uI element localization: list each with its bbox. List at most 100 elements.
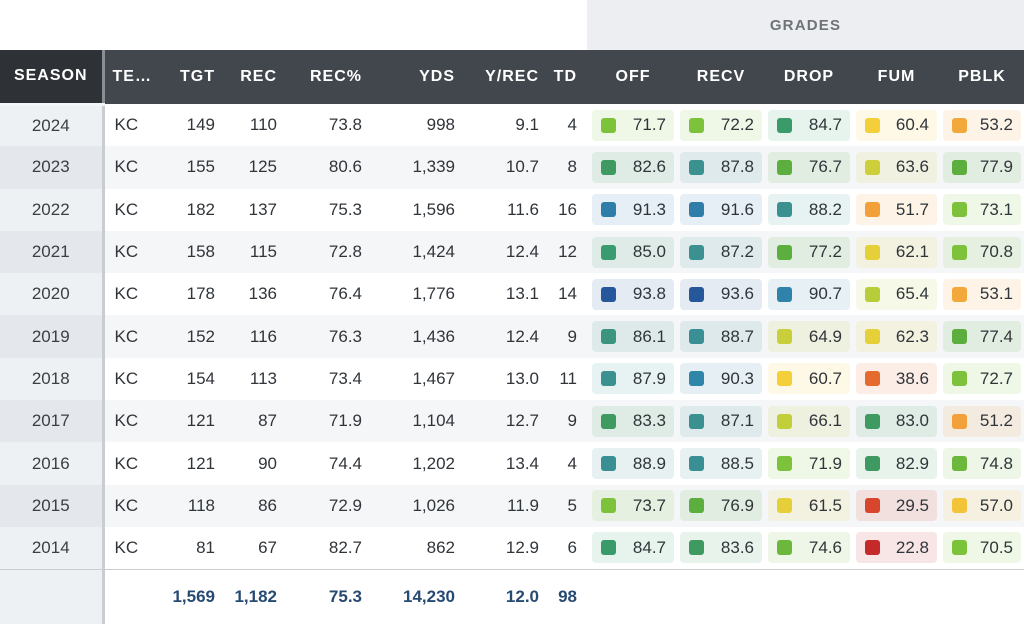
total-rec-pct: 75.3 <box>287 569 372 625</box>
off-grade-cell: 91.3 <box>589 188 677 231</box>
table-row[interactable]: 2024 KC 149 110 73.8 998 9.1 4 71.7 72.2 84.7 60.4 5… <box>0 104 1024 147</box>
recv-grade-chip: 88.7 <box>680 321 762 353</box>
rec-pct-cell: 73.4 <box>287 357 372 401</box>
table-row[interactable]: 2020 KC 178 136 76.4 1,776 13.1 14 93.8 93.6 90.7 6… <box>0 273 1024 316</box>
col-header-season[interactable]: SEASON <box>0 50 105 106</box>
fum-grade-chip: 82.9 <box>856 448 937 480</box>
drop-grade-value: 66.1 <box>808 411 842 431</box>
totals-off-cell <box>589 569 677 625</box>
grade-color-swatch <box>952 413 967 429</box>
grade-color-swatch <box>601 413 616 429</box>
fum-grade-value: 63.6 <box>895 157 929 177</box>
table-row[interactable]: 2017 KC 121 87 71.9 1,104 12.7 9 83.3 87.1 66.1 83.… <box>0 400 1024 443</box>
drop-grade-value: 61.5 <box>808 495 842 515</box>
off-grade-value: 91.3 <box>632 199 666 219</box>
recv-grade-cell: 87.8 <box>677 146 765 189</box>
col-header-pblk[interactable]: PBLK <box>940 50 1024 104</box>
total-yds: 14,230 <box>372 569 465 625</box>
grade-color-swatch <box>689 244 704 260</box>
pblk-grade-cell: 53.1 <box>940 273 1024 316</box>
fum-grade-value: 29.5 <box>895 495 929 515</box>
col-header-rec-pct[interactable]: REC% <box>287 50 372 104</box>
grade-color-swatch <box>865 244 880 260</box>
col-header-off[interactable]: OFF <box>589 50 677 104</box>
col-header-fum[interactable]: FUM <box>853 50 940 104</box>
col-header-td[interactable]: TD <box>549 50 589 104</box>
fum-grade-cell: 63.6 <box>853 146 940 189</box>
fum-grade-value: 60.4 <box>895 115 929 135</box>
total-y-rec: 12.0 <box>465 569 549 625</box>
grade-color-swatch <box>777 117 792 133</box>
drop-grade-value: 77.2 <box>808 242 842 262</box>
grade-color-swatch <box>601 498 616 514</box>
recv-grade-chip: 83.6 <box>680 532 762 564</box>
total-rec: 1,182 <box>225 569 287 625</box>
totals-fum-cell <box>853 569 940 625</box>
team-cell: KC <box>103 188 154 231</box>
table-row[interactable]: 2022 KC 182 137 75.3 1,596 11.6 16 91.3 91.6 88.2 5… <box>0 188 1024 231</box>
pblk-grade-chip: 53.1 <box>943 278 1021 310</box>
td-cell: 9 <box>549 400 589 443</box>
col-header-team[interactable]: TE… <box>103 50 154 104</box>
fum-grade-value: 22.8 <box>895 537 929 557</box>
tgt-cell: 154 <box>154 357 225 401</box>
rec-cell: 67 <box>225 526 287 570</box>
fum-grade-chip: 38.6 <box>856 363 937 395</box>
pblk-grade-chip: 57.0 <box>943 490 1021 522</box>
off-grade-chip: 85.0 <box>592 236 674 268</box>
pblk-grade-chip: 77.4 <box>943 321 1021 353</box>
table-row[interactable]: 2014 KC 81 67 82.7 862 12.9 6 84.7 83.6 74.6 22.8 70… <box>0 526 1024 570</box>
td-cell: 11 <box>549 357 589 401</box>
table-row[interactable]: 2016 KC 121 90 74.4 1,202 13.4 4 88.9 88.5 71.9 82.… <box>0 442 1024 485</box>
totals-recv-cell <box>677 569 765 625</box>
col-header-y-rec[interactable]: Y/REC <box>465 50 549 104</box>
recv-grade-cell: 87.2 <box>677 230 765 274</box>
rec-pct-cell: 80.6 <box>287 146 372 189</box>
grade-color-swatch <box>865 456 880 472</box>
drop-grade-value: 74.6 <box>808 537 842 557</box>
col-header-drop[interactable]: DROP <box>765 50 853 104</box>
table-row[interactable]: 2015 KC 118 86 72.9 1,026 11.9 5 73.7 76.9 61.5 29.… <box>0 484 1024 527</box>
recv-grade-value: 90.3 <box>720 368 754 388</box>
totals-pblk-cell <box>940 569 1024 625</box>
col-header-rec[interactable]: REC <box>225 50 287 104</box>
off-grade-cell: 93.8 <box>589 273 677 316</box>
recv-grade-value: 91.6 <box>720 199 754 219</box>
off-grade-value: 82.6 <box>632 157 666 177</box>
yds-cell: 1,202 <box>372 442 465 485</box>
pblk-grade-chip: 53.2 <box>943 109 1021 141</box>
col-header-recv[interactable]: RECV <box>677 50 765 104</box>
grade-color-swatch <box>865 371 880 387</box>
col-header-yds[interactable]: YDS <box>372 50 465 104</box>
off-grade-cell: 71.7 <box>589 104 677 147</box>
off-grade-chip: 84.7 <box>592 532 674 564</box>
table-row[interactable]: 2023 KC 155 125 80.6 1,339 10.7 8 82.6 87.8 76.7 63… <box>0 146 1024 189</box>
table-row[interactable]: 2021 KC 158 115 72.8 1,424 12.4 12 85.0 87.2 77.2 6… <box>0 230 1024 274</box>
pblk-grade-cell: 53.2 <box>940 104 1024 147</box>
off-grade-cell: 86.1 <box>589 315 677 358</box>
pblk-grade-value: 72.7 <box>979 368 1013 388</box>
table-row[interactable]: 2018 KC 154 113 73.4 1,467 13.0 11 87.9 90.3 60.7 3… <box>0 357 1024 401</box>
recv-grade-value: 83.6 <box>720 537 754 557</box>
off-grade-cell: 84.7 <box>589 526 677 570</box>
drop-grade-chip: 77.2 <box>768 236 850 268</box>
off-grade-chip: 91.3 <box>592 194 674 226</box>
grade-color-swatch <box>601 159 616 175</box>
total-tgt: 1,569 <box>154 569 225 625</box>
td-cell: 6 <box>549 526 589 570</box>
td-cell: 12 <box>549 230 589 274</box>
col-header-tgt[interactable]: TGT <box>154 50 225 104</box>
table-row[interactable]: 2019 KC 152 116 76.3 1,436 12.4 9 86.1 88.7 64.9 62… <box>0 315 1024 358</box>
season-cell: 2014 <box>0 526 105 570</box>
y-rec-cell: 9.1 <box>465 104 549 147</box>
recv-grade-cell: 72.2 <box>677 104 765 147</box>
tgt-cell: 149 <box>154 104 225 147</box>
grade-color-swatch <box>689 371 704 387</box>
fum-grade-cell: 38.6 <box>853 357 940 401</box>
drop-grade-chip: 61.5 <box>768 490 850 522</box>
y-rec-cell: 12.4 <box>465 315 549 358</box>
drop-grade-value: 60.7 <box>808 368 842 388</box>
grade-color-swatch <box>689 456 704 472</box>
drop-grade-chip: 64.9 <box>768 321 850 353</box>
grade-color-swatch <box>689 498 704 514</box>
